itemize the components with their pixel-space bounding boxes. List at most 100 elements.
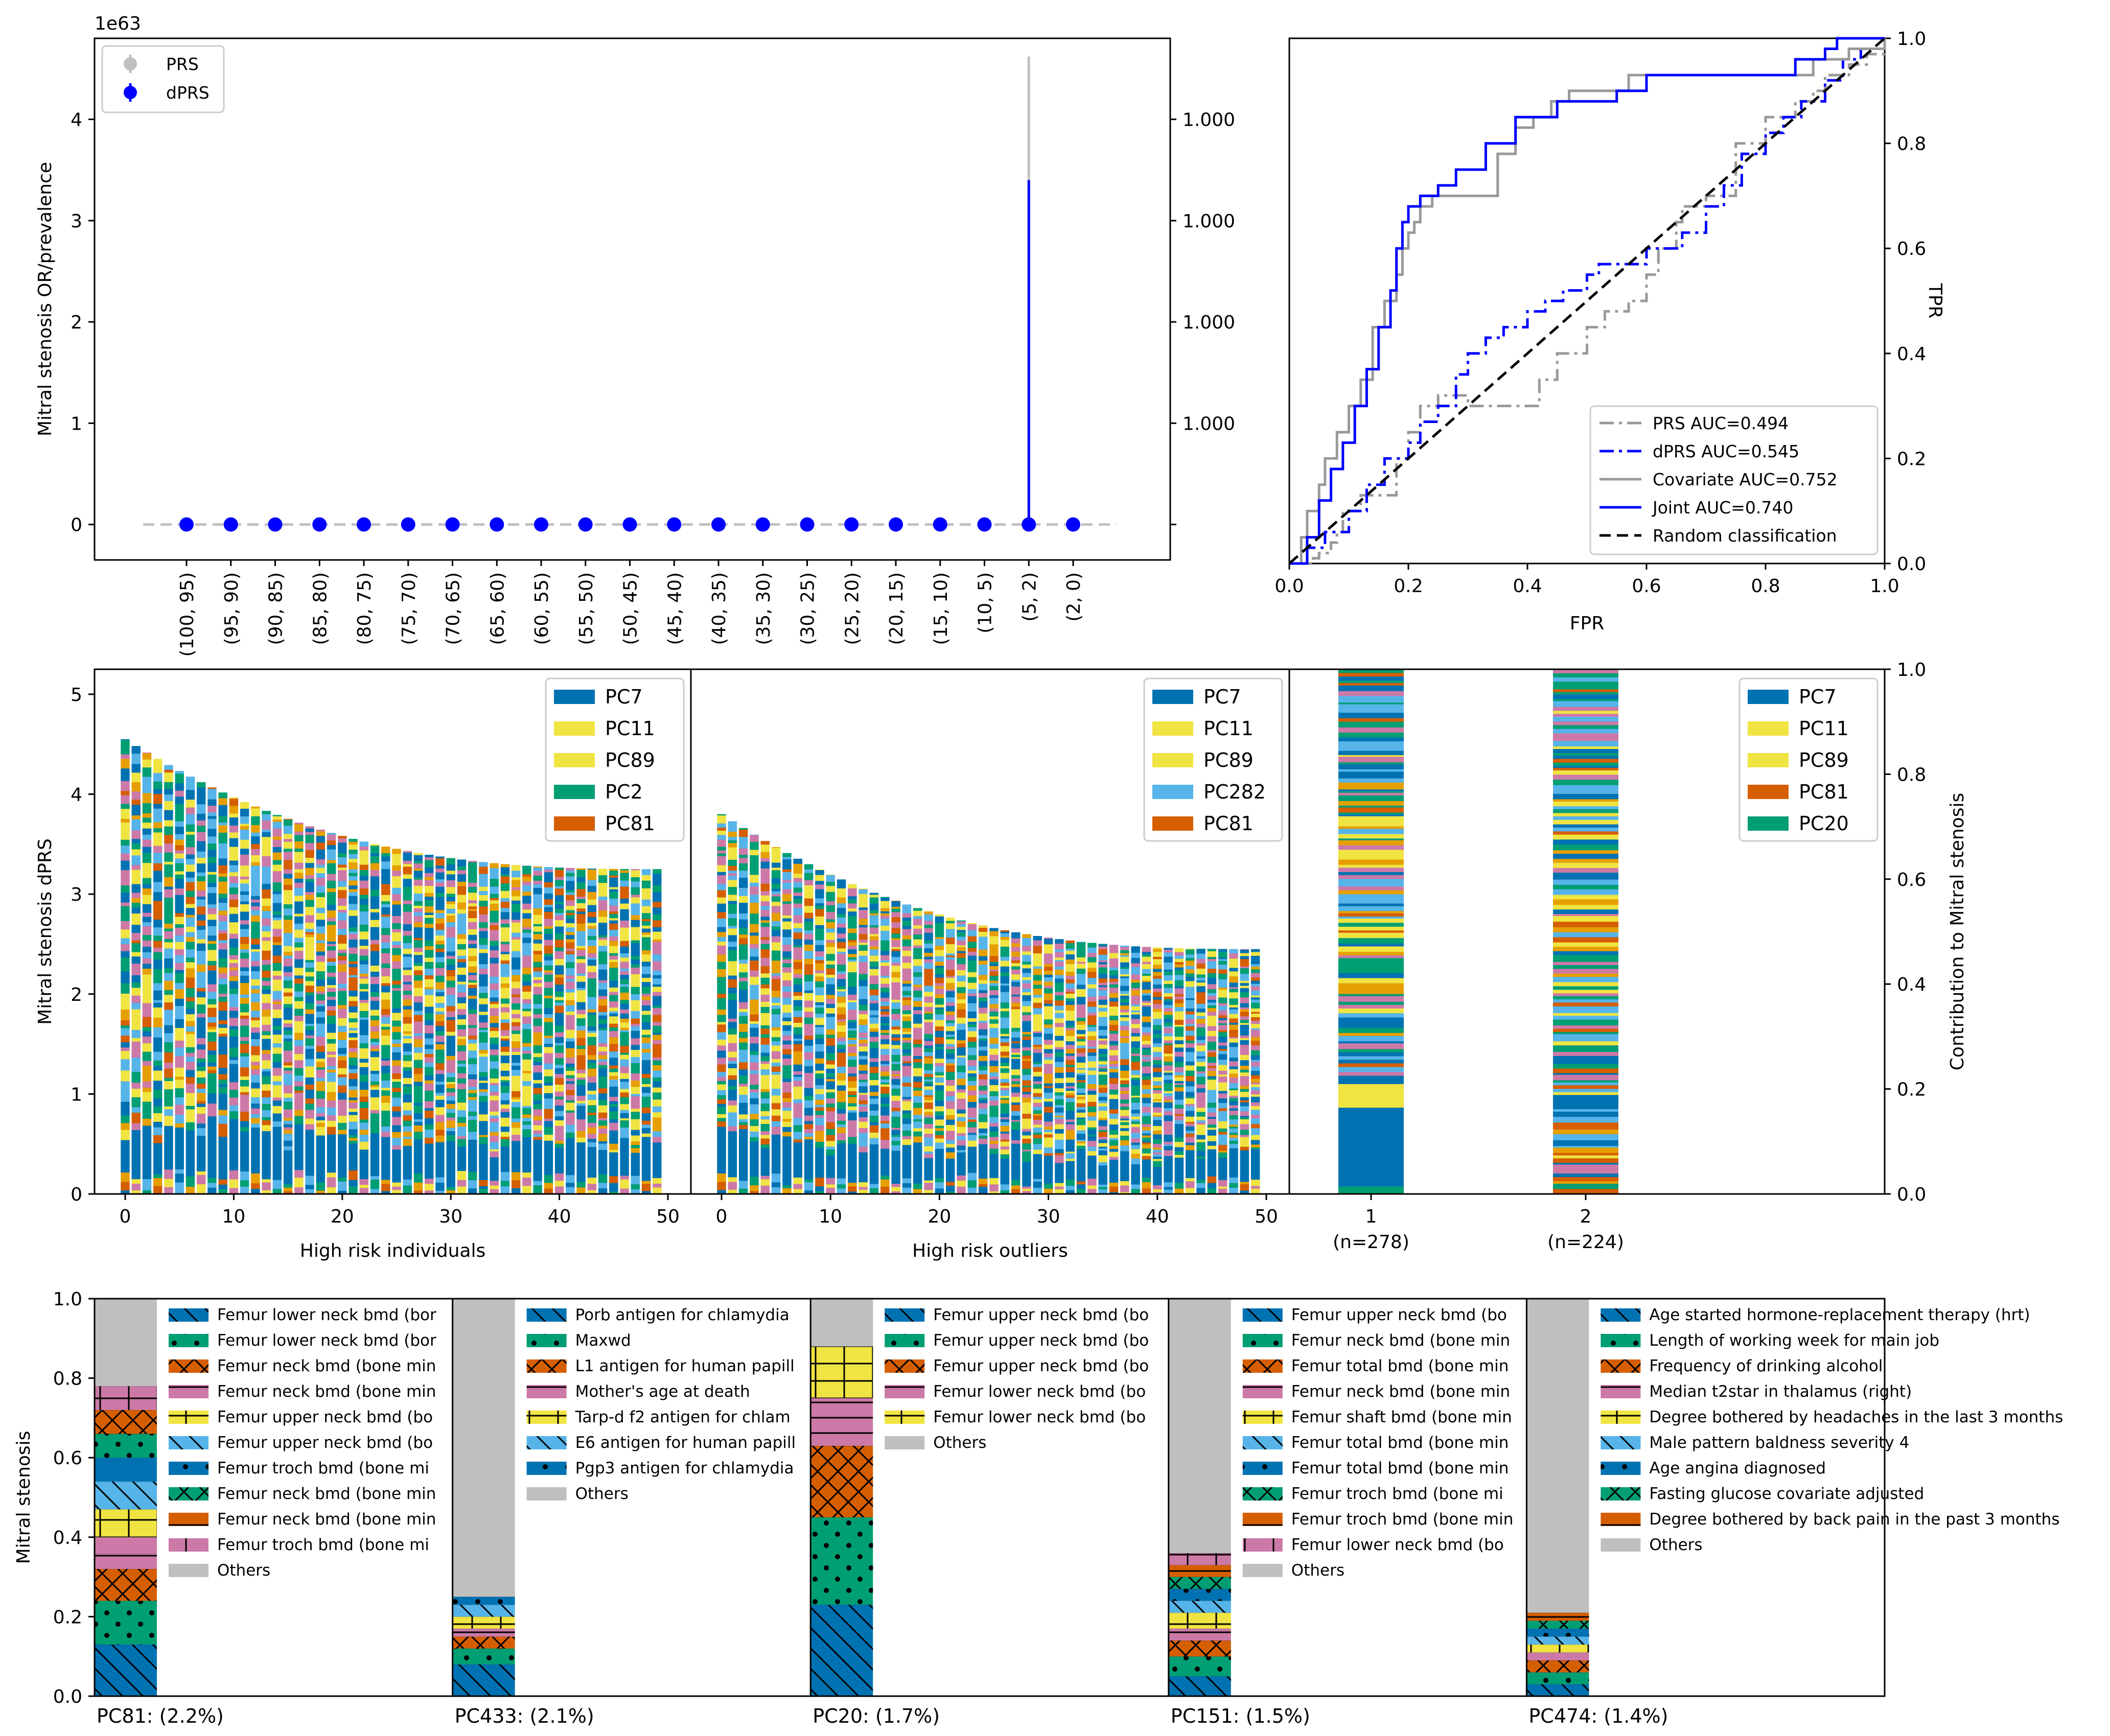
bar-segment (891, 1145, 900, 1151)
bar-segment (349, 939, 358, 948)
bar-segment (566, 1057, 575, 1064)
bar-segment (370, 845, 380, 854)
bar-segment (826, 1052, 835, 1061)
bar-segment-pc7 (1011, 1148, 1021, 1180)
bar-segment (522, 903, 531, 910)
bar-segment (403, 904, 412, 912)
bar-segment (403, 874, 412, 879)
bar-segment (142, 847, 152, 853)
bar-segment (880, 1186, 890, 1194)
bar-segment (164, 972, 173, 981)
bar-segment (479, 1091, 488, 1096)
bar-segment (283, 1041, 293, 1044)
bar-segment (902, 1053, 912, 1056)
bar-segment (978, 956, 988, 961)
bar-segment (815, 1063, 824, 1071)
bar-segment (848, 1112, 857, 1118)
bar-segment (576, 1069, 586, 1073)
bar-segment (771, 888, 781, 892)
bar-segment (251, 1032, 260, 1039)
bar-segment (305, 1038, 314, 1046)
bar-segment (902, 913, 912, 918)
bar-segment (153, 759, 163, 766)
bar-segment (305, 1084, 314, 1090)
bar-segment (544, 995, 553, 999)
bar-segment (631, 1130, 640, 1133)
bar-segment (425, 877, 434, 880)
bar-segment (435, 975, 445, 982)
bar-segment (631, 881, 640, 887)
bar-segment (272, 955, 282, 963)
bar-segment (153, 1080, 163, 1090)
bar-segment (186, 942, 195, 950)
bar-segment (793, 1010, 802, 1017)
bar-segment (771, 1109, 781, 1116)
bar-segment (272, 1009, 282, 1018)
bar-segment (327, 917, 336, 922)
bar-segment (175, 1067, 184, 1077)
bar-segment (500, 1040, 510, 1047)
bar-segment (425, 893, 434, 897)
bar-segment (479, 980, 488, 987)
bar-segment (142, 1091, 152, 1102)
bar-segment (826, 1073, 835, 1077)
bar-segment (338, 1077, 347, 1086)
bar-segment (142, 968, 152, 975)
bar-segment (272, 836, 282, 840)
bar-segment (413, 1065, 423, 1068)
bar-segment (218, 1109, 227, 1116)
bar-segment (598, 999, 608, 1006)
bar-segment (576, 868, 586, 870)
bar-segment (121, 971, 130, 977)
bar-segment (717, 945, 726, 949)
bar-segment (251, 872, 260, 879)
bar-segment (283, 1184, 293, 1188)
bar-segment (859, 1079, 868, 1082)
bar-segment (554, 977, 564, 985)
dprs-point (1022, 517, 1036, 532)
bar-segment (869, 1091, 879, 1096)
bar-segment (175, 1019, 184, 1028)
bar-segment (425, 1190, 434, 1194)
bar-segment (902, 999, 912, 1005)
bar-segment (435, 856, 445, 858)
bar-segment (186, 977, 195, 985)
bar-segment (913, 947, 922, 952)
bar-segment (880, 977, 890, 984)
bar-segment (837, 964, 846, 972)
bar-segment (1011, 1006, 1021, 1010)
bar-segment (631, 949, 640, 956)
bar-segment (566, 981, 575, 990)
bar-segment (218, 1050, 227, 1055)
bar-segment (826, 998, 835, 1004)
bar-segment (457, 1014, 467, 1020)
bar-segment-pc7 (359, 1149, 368, 1180)
bar-segment (793, 1102, 802, 1110)
bar-segment (413, 1067, 423, 1074)
bar-segment (229, 864, 239, 873)
bar-segment (913, 1188, 922, 1194)
bar-segment (587, 953, 597, 958)
bar-segment (728, 1092, 737, 1101)
bar-segment (793, 1112, 802, 1118)
bar-segment (653, 901, 662, 908)
bar-segment (989, 1105, 999, 1111)
bar-segment (848, 1073, 857, 1076)
bar-segment (446, 1128, 455, 1132)
bar-segment (283, 1123, 293, 1128)
bar-segment (609, 1176, 618, 1183)
bar-segment (511, 1171, 521, 1181)
bar-segment (316, 951, 326, 956)
bar-segment (479, 879, 488, 887)
bar-segment (359, 1096, 368, 1102)
bar-segment (468, 1105, 477, 1112)
bar-segment (500, 1186, 510, 1194)
bar-segment (294, 1060, 304, 1068)
bar-segment (641, 987, 651, 994)
bar-segment (609, 898, 618, 906)
bar-segment (945, 964, 955, 970)
bar-segment (782, 1025, 792, 1031)
bar-segment (131, 1064, 141, 1072)
bar-segment (500, 1003, 510, 1007)
bar-segment (370, 853, 380, 856)
